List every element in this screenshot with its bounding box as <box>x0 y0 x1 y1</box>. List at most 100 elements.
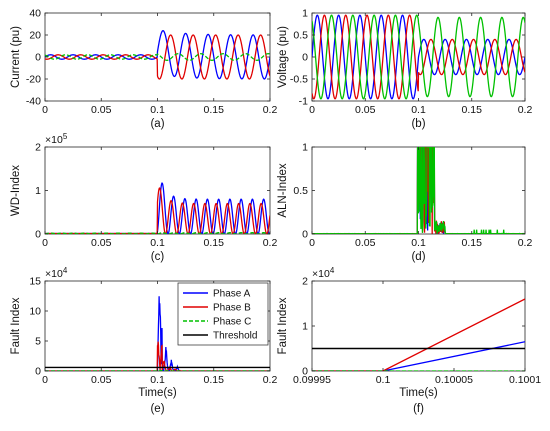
x-tick-label: 0.2 <box>263 104 278 116</box>
x-tick-label: 0.15 <box>462 237 483 249</box>
y-tick-label: 1 <box>302 142 308 154</box>
y-exponent-label: ×104 <box>45 266 68 280</box>
panel-caption: (f) <box>413 403 424 415</box>
series-c <box>45 53 270 61</box>
series-group <box>45 30 270 80</box>
panel-caption: (a) <box>150 118 164 130</box>
y-tick-label: 0.5 <box>293 185 308 197</box>
x-tick-label: 0.15 <box>462 104 483 116</box>
y-axis-title: Current (pu) <box>10 26 22 88</box>
x-tick-label: 0 <box>42 104 48 116</box>
y-tick-label: -40 <box>26 96 41 108</box>
legend-entry: Phase C <box>213 317 251 328</box>
series-b <box>312 14 525 100</box>
y-tick-label: 0 <box>302 52 308 64</box>
chart-e: 0 0.05 0.1 0.15 0.2 0 5 10 15 ×104 Fault Index Time… <box>10 266 277 415</box>
chart-d: 0 0.05 0.1 0.15 0.2 0 0.5 1 ALN-Index (d) <box>277 142 532 264</box>
y-tick-label: -20 <box>26 74 41 86</box>
chart-b: 0 0.05 0.1 0.15 0.2 -1 -0.5 0 0.5 1 Voltage (pu) (b… <box>277 8 532 131</box>
legend: Phase A Phase B Phase C Threshold <box>177 282 269 346</box>
panel-caption: (d) <box>411 251 425 263</box>
x-tick-label: 0 <box>42 237 48 249</box>
y-tick-label: -1 <box>299 96 308 108</box>
x-tick-label: 0.1 <box>411 104 426 116</box>
x-tick-label: 0.2 <box>518 237 533 249</box>
y-tick-label: 20 <box>29 30 41 42</box>
series-group <box>45 296 270 371</box>
y-tick-label: 0 <box>35 52 41 64</box>
x-tick-label: 0.05 <box>355 104 376 116</box>
panel-caption: (c) <box>151 251 165 263</box>
legend-entry: Threshold <box>213 331 257 342</box>
series-a <box>45 30 270 80</box>
x-tick-label: 0 <box>309 237 315 249</box>
y-exponent-label: ×105 <box>45 132 68 146</box>
y-tick-label: 15 <box>29 276 41 288</box>
x-tick-label: 0.09995 <box>293 374 331 386</box>
x-tick-label: 0.05 <box>91 374 112 386</box>
x-tick-label: 0.1 <box>150 374 165 386</box>
y-tick-label: 2 <box>302 276 308 288</box>
y-exponent-label: ×104 <box>312 266 335 280</box>
series-group <box>312 14 525 100</box>
x-tick-label: 0.2 <box>263 374 278 386</box>
y-axis-title: Fault Index <box>10 297 22 354</box>
panel-caption: (e) <box>150 403 164 415</box>
legend-entry: Phase B <box>213 303 251 314</box>
y-tick-label: 10 <box>29 306 41 318</box>
x-axis-title: Time(s) <box>138 387 177 399</box>
y-axis-title: Fault Index <box>277 297 289 354</box>
x-tick-label: 0.1 <box>150 104 165 116</box>
series-a <box>312 14 525 100</box>
series-b <box>312 298 525 371</box>
series-a <box>312 341 525 371</box>
y-tick-label: 1 <box>302 321 308 333</box>
series-b <box>45 34 270 80</box>
y-tick-label: 5 <box>35 336 41 348</box>
x-tick-label: 0.15 <box>204 374 225 386</box>
y-exponent-value: 4 <box>63 266 68 275</box>
series-c <box>312 14 525 100</box>
x-tick-label: 0 <box>309 104 315 116</box>
panel-caption: (b) <box>411 118 425 130</box>
chart-c: 0 0.05 0.1 0.15 0.2 0 1 2 ×105 WD-Index (c) <box>10 132 277 263</box>
x-axis-title: Time(s) <box>399 387 438 399</box>
y-tick-label: 1 <box>35 185 41 197</box>
x-tick-label: 0.05 <box>91 237 112 249</box>
x-tick-label: 0.15 <box>204 237 225 249</box>
y-tick-label: 0 <box>302 229 308 241</box>
x-tick-label: 0.10005 <box>435 374 473 386</box>
y-exponent-value: 5 <box>63 132 68 141</box>
legend-entry: Phase A <box>213 289 251 300</box>
y-axis-title: WD-Index <box>10 165 22 216</box>
x-tick-label: 0.05 <box>91 104 112 116</box>
series-phase-b <box>45 341 270 371</box>
y-tick-label: 2 <box>35 142 41 154</box>
x-tick-label: 0.1 <box>411 237 426 249</box>
y-tick-label: 0 <box>35 229 41 241</box>
y-tick-label: 1 <box>302 8 308 20</box>
y-tick-label: -0.5 <box>290 74 308 86</box>
y-tick-label: 0 <box>302 366 308 378</box>
x-tick-label: 0.15 <box>204 104 225 116</box>
chart-a: 0 0.05 0.1 0.15 0.2 -40 -20 0 20 40 Current (pu) (a… <box>10 8 277 131</box>
y-tick-label: 0 <box>35 366 41 378</box>
axes-box <box>311 280 526 372</box>
x-tick-label: 0 <box>42 374 48 386</box>
y-tick-label: 40 <box>29 8 41 20</box>
chart-f: 0.09995 0.1 0.10005 0.1001 0 1 2 ×104 Fault Inde… <box>277 266 541 415</box>
x-tick-label: 0.1 <box>150 237 165 249</box>
x-tick-label: 0.1 <box>376 374 391 386</box>
x-tick-label: 0.2 <box>263 237 278 249</box>
y-exponent-value: 4 <box>330 266 335 275</box>
series-group <box>312 147 525 234</box>
y-axis-title: ALN-Index <box>277 163 289 218</box>
y-tick-label: 0.5 <box>293 30 308 42</box>
y-axis-title: Voltage (pu) <box>277 26 289 88</box>
x-tick-label: 0.05 <box>355 237 376 249</box>
x-tick-label: 0.2 <box>518 104 533 116</box>
x-tick-label: 0.1001 <box>509 374 541 386</box>
series-group <box>312 298 525 371</box>
series-c <box>312 147 525 234</box>
